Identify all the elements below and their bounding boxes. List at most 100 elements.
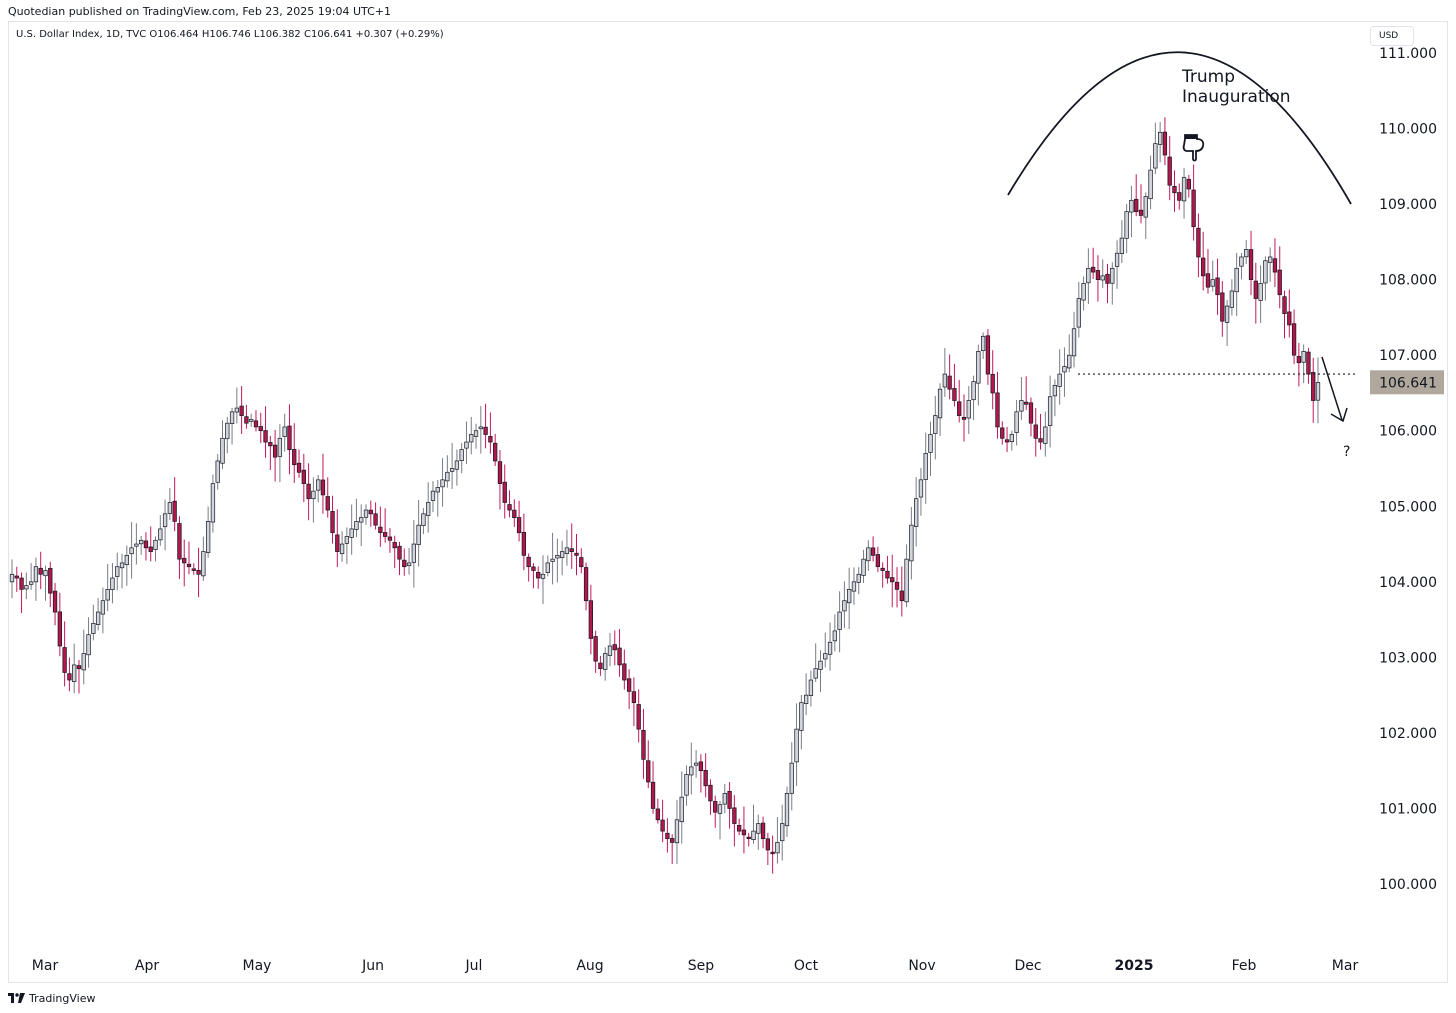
candle[interactable] [473,423,479,449]
candle[interactable] [488,412,493,454]
candle[interactable] [258,412,263,444]
candle[interactable] [598,655,603,676]
candle[interactable] [263,406,268,458]
candle[interactable] [808,670,814,707]
candle[interactable] [1100,259,1105,288]
candle[interactable] [167,488,173,521]
candle[interactable] [9,559,15,599]
candle[interactable] [57,592,62,657]
candle[interactable] [957,379,962,423]
candle[interactable] [1272,238,1278,288]
candle[interactable] [870,536,876,562]
candle[interactable] [789,742,794,811]
candle[interactable] [1253,262,1258,324]
candle[interactable] [1052,379,1058,417]
candle[interactable] [765,832,771,865]
candle[interactable] [976,344,981,406]
candle[interactable] [923,432,928,504]
candle[interactable] [746,832,751,847]
currency-button[interactable]: USD [1370,26,1414,46]
candle[interactable] [880,562,885,588]
candle[interactable] [1244,239,1249,264]
candle[interactable] [684,765,689,806]
candle[interactable] [756,814,761,850]
candle[interactable] [875,546,881,573]
candle[interactable] [292,423,297,483]
candle[interactable] [1124,203,1129,254]
candle[interactable] [1081,276,1086,311]
candle[interactable] [268,435,273,470]
candle[interactable] [904,544,909,608]
candle[interactable] [665,818,670,853]
candle[interactable] [28,563,34,590]
candle[interactable] [139,535,144,555]
candle[interactable] [588,584,593,655]
candle[interactable] [799,694,804,750]
candle[interactable] [985,329,991,385]
candle[interactable] [1181,168,1187,219]
candle[interactable] [780,804,785,861]
candle[interactable] [622,649,627,690]
candle[interactable] [177,516,182,579]
candle[interactable] [1062,347,1067,397]
candle[interactable] [445,455,450,488]
candle[interactable] [229,407,235,445]
candle[interactable] [732,795,737,847]
candle[interactable] [794,703,799,786]
candle[interactable] [751,804,756,844]
candle[interactable] [928,421,933,476]
candle[interactable] [1153,122,1158,175]
candle[interactable] [1095,255,1101,302]
candle[interactable] [330,495,335,544]
candle[interactable] [1047,375,1053,448]
candle[interactable] [1043,411,1048,457]
candle[interactable] [86,617,91,668]
candle[interactable] [1201,231,1206,291]
candle[interactable] [182,539,187,587]
candle[interactable] [660,799,665,843]
candle[interactable] [1000,421,1005,445]
candle[interactable] [483,403,488,449]
candle[interactable] [1263,256,1268,301]
candle[interactable] [134,523,139,565]
candle[interactable] [947,354,952,400]
candle[interactable] [679,771,684,844]
candle[interactable] [440,458,445,507]
candle[interactable] [469,416,474,455]
candle[interactable] [559,540,565,576]
candle[interactable] [72,643,77,694]
candle[interactable] [43,565,48,601]
candle[interactable] [1191,164,1196,241]
candle[interactable] [612,630,617,666]
candle[interactable] [626,669,632,710]
candle[interactable] [464,421,469,464]
candle[interactable] [1248,230,1254,296]
candle[interactable] [521,513,527,571]
candle[interactable] [579,548,584,574]
candle[interactable] [1167,135,1172,201]
candle[interactable] [76,660,82,694]
candle[interactable] [129,522,134,579]
candle[interactable] [249,413,254,427]
candle[interactable] [937,383,943,437]
candle[interactable] [1239,253,1244,280]
candle[interactable] [670,834,675,865]
candle[interactable] [507,490,512,518]
candle[interactable] [856,567,861,595]
candle[interactable] [234,387,239,424]
candle[interactable] [119,553,125,589]
candle[interactable] [186,541,192,575]
candle[interactable] [344,527,350,564]
candle[interactable] [91,604,96,641]
candle[interactable] [33,557,39,601]
candle[interactable] [995,371,1000,439]
candle[interactable] [890,554,895,608]
candle[interactable] [961,394,967,442]
candle[interactable] [1315,357,1321,424]
candle[interactable] [966,386,971,434]
candle[interactable] [1177,183,1182,210]
candle[interactable] [1224,300,1230,347]
candle[interactable] [775,817,780,864]
candle[interactable] [655,798,660,824]
